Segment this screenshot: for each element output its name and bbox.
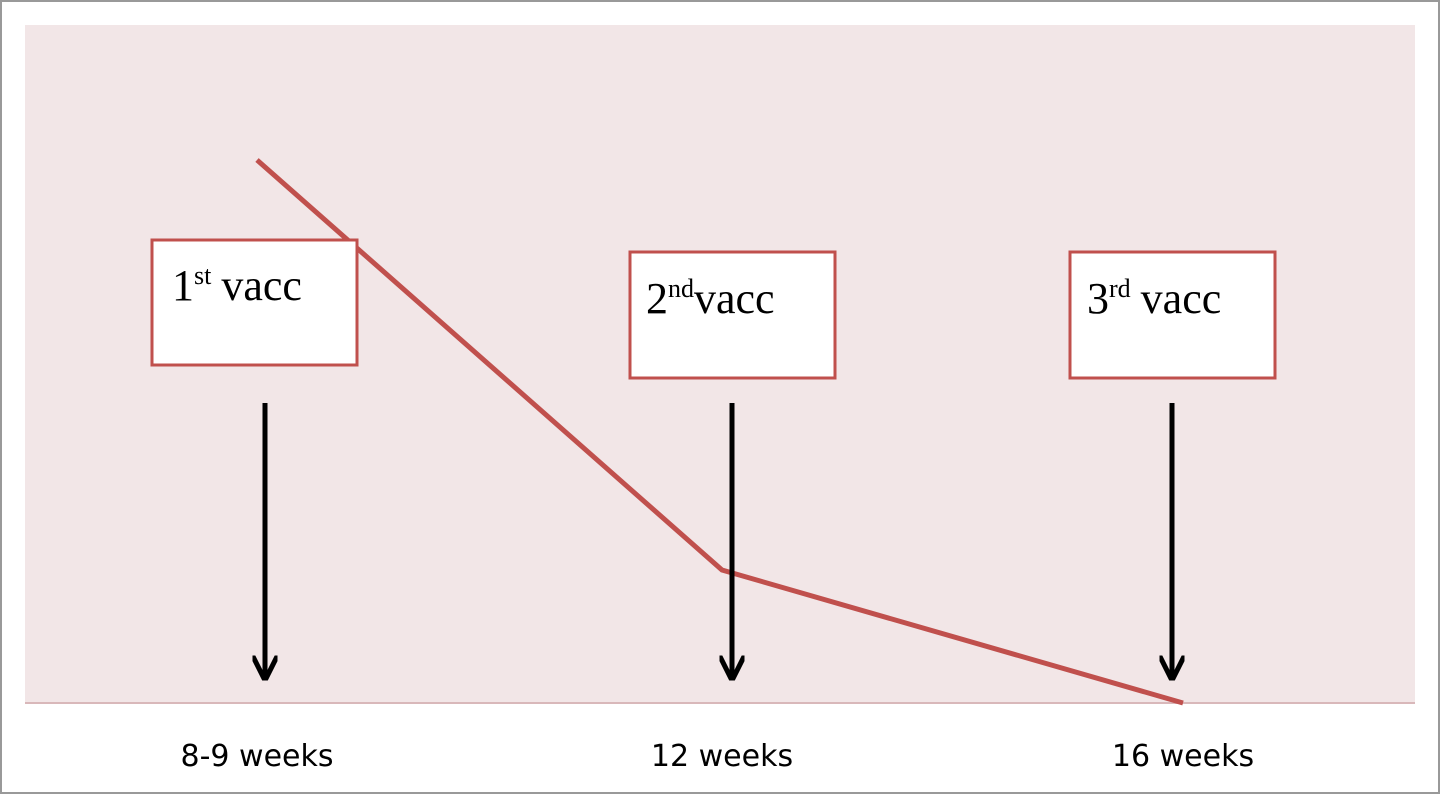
ordinal-number: 3 xyxy=(1087,274,1109,323)
box-label: 2ndvacc xyxy=(646,274,775,323)
ordinal-suffix: nd xyxy=(668,274,694,303)
box-label: 3rd vacc xyxy=(1087,274,1221,323)
label-box xyxy=(1068,250,1277,380)
box-word: vacc xyxy=(1141,274,1222,323)
ordinal-suffix: st xyxy=(194,261,212,290)
label-box xyxy=(150,238,359,367)
label-box xyxy=(628,250,837,380)
box-label: 1st vacc xyxy=(172,261,302,310)
box-word: vacc xyxy=(694,274,775,323)
ordinal-suffix: rd xyxy=(1109,274,1131,303)
time-label: 8-9 weeks xyxy=(181,739,334,774)
time-label: 16 weeks xyxy=(1112,739,1254,774)
time-label: 12 weeks xyxy=(651,739,793,774)
ordinal-number: 2 xyxy=(646,274,668,323)
decline-line xyxy=(255,158,1184,706)
box-word: vacc xyxy=(221,261,302,310)
ordinal-number: 1 xyxy=(172,261,194,310)
